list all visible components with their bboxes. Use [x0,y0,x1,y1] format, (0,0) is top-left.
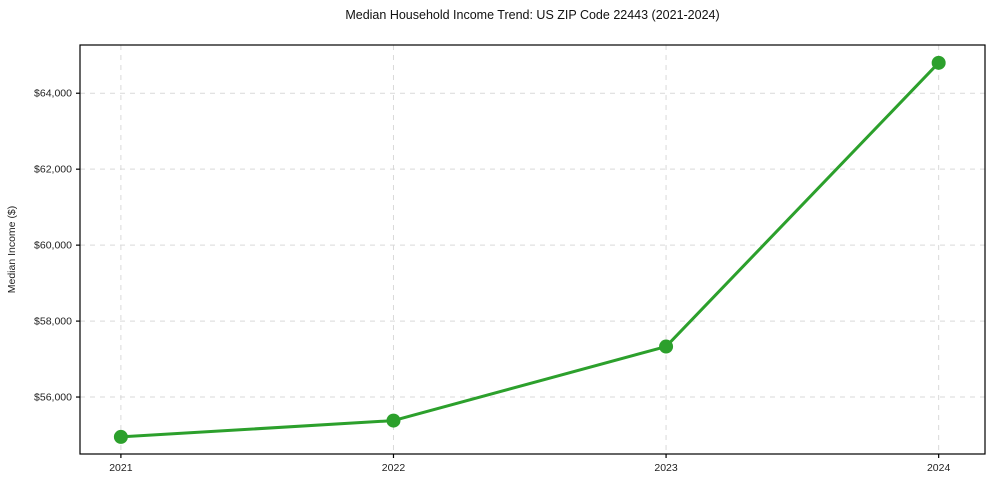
y-tick-label: $64,000 [34,88,72,100]
trend-line [119,61,941,439]
plot-border [79,44,986,455]
x-tick-label: 2021 [109,462,133,474]
x-tick-label: 2023 [654,462,678,474]
y-tick-label: $56,000 [34,392,72,404]
data-point-marker [113,429,128,444]
y-tick-label: $62,000 [34,164,72,176]
y-axis-label: Median Income ($) [6,206,18,294]
y-tick-label: $60,000 [34,240,72,252]
axis-layer: $56,000 $58,000 $60,000 $62,000 $64,000 2021 2… [34,44,986,474]
chart-title: Median Household Income Trend: US ZIP Co… [345,8,720,22]
data-point-marker [659,339,674,354]
data-point-marker [386,413,401,428]
grid-layer [80,45,985,454]
data-point-marker [931,55,946,70]
series-layer [113,55,946,444]
x-tick-label: 2024 [927,462,951,474]
y-tick-label: $58,000 [34,316,72,328]
x-tick-label: 2022 [382,462,406,474]
